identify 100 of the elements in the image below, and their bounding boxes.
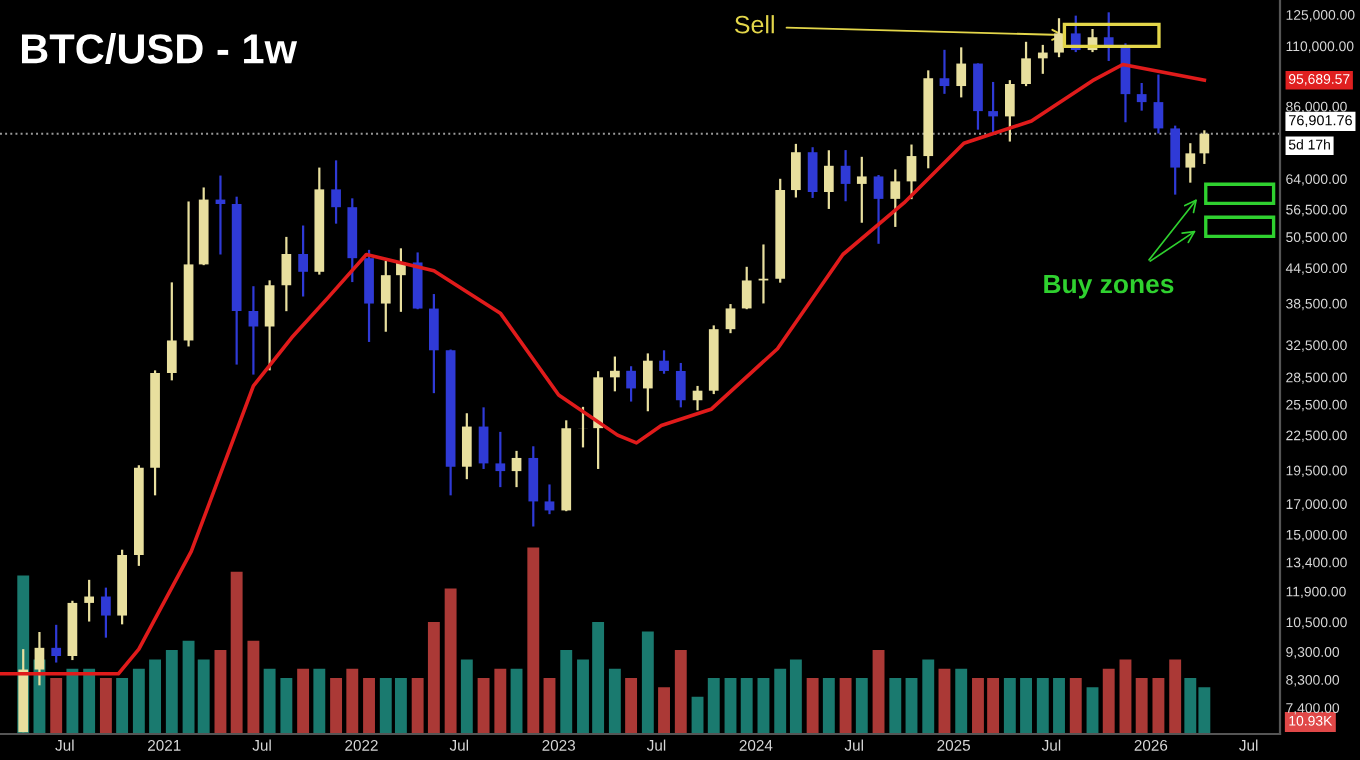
bar	[1036, 678, 1049, 734]
bar	[658, 687, 670, 734]
bar	[83, 668, 96, 734]
bar	[214, 650, 227, 734]
candlestick	[890, 168, 901, 229]
bar	[50, 678, 63, 734]
candlestick	[725, 302, 736, 335]
bar	[1003, 678, 1016, 734]
candlestick	[281, 235, 292, 313]
candlestick	[511, 449, 522, 489]
bar	[608, 668, 621, 734]
bar	[149, 659, 162, 734]
candlestick	[51, 623, 62, 664]
bar	[411, 678, 424, 734]
bar	[560, 650, 573, 734]
bar	[1069, 678, 1082, 734]
bar	[1152, 678, 1165, 734]
candlestick	[264, 279, 275, 372]
bar	[460, 659, 473, 734]
bar	[806, 678, 819, 734]
candlestick	[528, 445, 539, 528]
bar	[427, 622, 440, 734]
bar	[922, 659, 935, 734]
bar	[1102, 668, 1115, 734]
bar	[955, 668, 968, 734]
bar	[889, 678, 902, 734]
bar	[1119, 659, 1132, 734]
candlestick	[298, 224, 308, 298]
annotation: Sell	[734, 15, 774, 34]
bar	[543, 678, 556, 734]
bar	[297, 668, 310, 734]
bar	[707, 678, 720, 734]
candlestick	[166, 281, 177, 382]
bar	[674, 650, 687, 734]
bar	[444, 588, 457, 734]
candlestick	[840, 148, 851, 203]
text: BTC/USD - 1w	[21, 33, 298, 65]
bar	[1053, 678, 1065, 734]
bar	[872, 650, 885, 734]
bar	[855, 678, 868, 734]
candlestick	[495, 430, 506, 489]
candlestick	[478, 406, 489, 471]
candlestick	[956, 46, 967, 99]
candlestick	[973, 62, 983, 131]
bar	[494, 668, 507, 734]
candlestick	[626, 365, 636, 403]
bar	[789, 659, 802, 734]
bar	[363, 678, 375, 734]
bar	[247, 640, 260, 734]
candlestick	[461, 412, 472, 481]
bar	[774, 668, 787, 734]
bar	[1169, 659, 1182, 734]
candlestick	[1185, 142, 1196, 184]
bar	[1135, 678, 1148, 734]
bar	[510, 668, 523, 734]
candlestick	[380, 259, 391, 333]
bar	[313, 668, 326, 734]
candlestick	[1153, 73, 1164, 135]
candlestick	[1136, 81, 1147, 112]
candlestick	[1054, 17, 1064, 59]
bar	[839, 678, 852, 734]
candlestick	[248, 285, 259, 376]
candlestick	[873, 173, 884, 245]
bar	[1086, 687, 1099, 734]
candlestick	[101, 586, 111, 639]
candlestick	[412, 251, 423, 311]
bar	[905, 678, 918, 734]
candlestick	[823, 149, 834, 211]
bar	[165, 650, 178, 734]
bar	[116, 678, 129, 734]
bar	[230, 571, 243, 734]
bar	[822, 678, 835, 734]
candlestick	[791, 142, 801, 199]
candlestick	[642, 352, 653, 413]
candlestick	[544, 483, 555, 516]
bar	[641, 631, 654, 734]
candlestick	[1004, 79, 1015, 143]
candlestick	[610, 355, 620, 393]
bar	[1020, 678, 1032, 734]
candlestick	[659, 349, 669, 375]
candlestick	[741, 265, 752, 311]
candlestick	[906, 143, 917, 201]
bar	[527, 547, 540, 734]
candlestick	[807, 146, 818, 200]
bar	[132, 668, 145, 734]
candlestick	[84, 578, 95, 623]
bar	[740, 678, 753, 734]
annotation: Buy zones	[1044, 274, 1174, 299]
bar	[346, 668, 359, 734]
bar	[938, 668, 951, 734]
candlestick	[1199, 129, 1210, 166]
bar	[99, 678, 112, 734]
candlestick	[364, 248, 374, 344]
candlestick	[939, 48, 950, 95]
bar	[477, 678, 490, 734]
candlestick	[1021, 40, 1031, 88]
bar	[330, 678, 343, 734]
bar	[66, 668, 79, 734]
bar	[280, 678, 293, 734]
bar	[757, 678, 770, 734]
